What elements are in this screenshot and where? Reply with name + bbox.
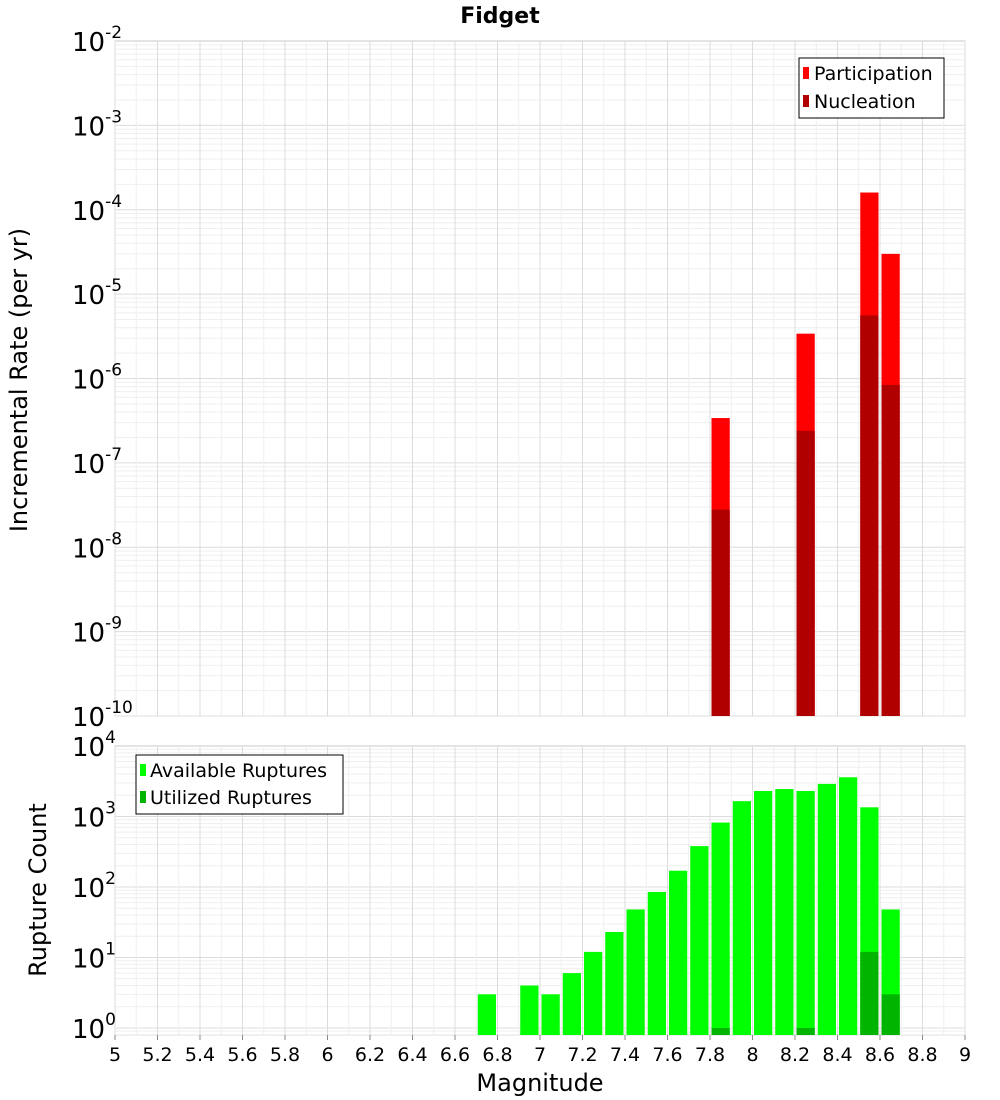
bottom-y-tick-label: 103 xyxy=(72,798,116,833)
top-y-tick-label: 10-10 xyxy=(72,698,133,733)
bottom-y-tick-label: 101 xyxy=(72,939,116,974)
top-gridlines xyxy=(114,41,966,717)
x-tick-label: 8.2 xyxy=(780,1044,810,1066)
top-y-tick-label: 10-8 xyxy=(72,529,122,564)
bottom-bars xyxy=(477,777,900,1035)
top-y-tick-label: 10-3 xyxy=(72,107,122,142)
x-tick-label: 7.4 xyxy=(610,1044,640,1066)
bottom-bar-utilized-ruptures xyxy=(881,994,900,1035)
top-panel: 10-10 10-9 10-8 10-7 10-6 10-5 10-4 10-3 10-2 In… xyxy=(5,23,966,733)
bottom-bar-utilized-ruptures xyxy=(860,951,879,1035)
bottom-y-tick-label: 104 xyxy=(72,728,116,763)
legend-swatch-utilized xyxy=(140,791,146,803)
bottom-bar-available-ruptures xyxy=(732,801,751,1035)
bottom-bar-available-ruptures xyxy=(711,822,730,1035)
chart-title: Fidget xyxy=(460,4,540,29)
x-tick-label: 7.6 xyxy=(652,1044,682,1066)
x-tick-label: 7.8 xyxy=(695,1044,725,1066)
bottom-bar-available-ruptures xyxy=(477,994,496,1035)
bottom-bar-available-ruptures xyxy=(796,790,815,1035)
bottom-bar-available-ruptures xyxy=(647,891,666,1035)
x-tick-label: 8 xyxy=(746,1044,758,1066)
top-y-tick-label: 10-2 xyxy=(72,23,122,58)
x-tick-label: 7 xyxy=(534,1044,546,1066)
x-tick-label: 9 xyxy=(959,1044,971,1066)
bottom-bar-available-ruptures xyxy=(626,909,645,1035)
bottom-y-tick-label: 102 xyxy=(72,869,116,904)
bottom-bar-available-ruptures xyxy=(754,790,773,1035)
legend-label-participation: Participation xyxy=(814,63,933,85)
top-y-axis-label: Incremental Rate (per yr) xyxy=(5,228,33,532)
x-tick-label: 6.4 xyxy=(397,1044,427,1066)
bottom-bar-utilized-ruptures xyxy=(796,1027,815,1035)
x-tick-label: 7.2 xyxy=(567,1044,597,1066)
x-tick-labels: 5 5.2 5.4 5.6 5.8 6 6.2 6.4 6.6 6.8 7 7.2 7.4 7.6 7.8 8… xyxy=(109,1035,971,1066)
x-tick-label: 5.4 xyxy=(185,1044,215,1066)
bottom-y-axis-label: Rupture Count xyxy=(24,803,52,977)
x-tick-label: 8.8 xyxy=(907,1044,937,1066)
bottom-bar-available-ruptures xyxy=(690,846,709,1035)
legend-label-available: Available Ruptures xyxy=(150,760,327,782)
x-tick-label: 6.2 xyxy=(355,1044,385,1066)
x-tick-label: 5 xyxy=(109,1044,121,1066)
bottom-legend: Available Ruptures Utilized Ruptures xyxy=(135,754,344,815)
bottom-bar-utilized-ruptures xyxy=(711,1027,730,1035)
top-bar-nucleation xyxy=(796,430,815,716)
legend-swatch-nucleation xyxy=(803,95,809,107)
top-bar-nucleation xyxy=(881,384,900,716)
top-legend-box xyxy=(798,57,945,119)
x-tick-label: 6 xyxy=(321,1044,333,1066)
x-tick-label: 8.6 xyxy=(865,1044,895,1066)
top-y-tick-labels: 10-10 10-9 10-8 10-7 10-6 10-5 10-4 10-3 10-2 xyxy=(72,23,133,733)
x-tick-label: 5.6 xyxy=(227,1044,257,1066)
bottom-legend-box xyxy=(135,754,344,815)
top-bar-nucleation xyxy=(711,509,730,716)
x-tick-label: 6.8 xyxy=(482,1044,512,1066)
top-y-tick-label: 10-9 xyxy=(72,614,122,649)
top-y-tick-label: 10-5 xyxy=(72,276,122,311)
legend-swatch-participation xyxy=(803,67,809,79)
top-y-tick-label: 10-4 xyxy=(72,192,122,227)
legend-label-utilized: Utilized Ruptures xyxy=(150,787,312,809)
bottom-bar-available-ruptures xyxy=(541,994,560,1035)
bottom-bar-available-ruptures xyxy=(775,789,794,1035)
x-axis-label: Magnitude xyxy=(476,1069,603,1097)
bottom-bar-available-ruptures xyxy=(605,931,624,1035)
top-y-tick-label: 10-6 xyxy=(72,361,122,396)
top-legend: Participation Nucleation xyxy=(798,57,945,119)
top-y-tick-label: 10-7 xyxy=(72,445,122,480)
legend-label-nucleation: Nucleation xyxy=(814,91,916,113)
bottom-bar-available-ruptures xyxy=(817,783,836,1035)
top-bars xyxy=(711,192,900,717)
legend-swatch-available xyxy=(140,764,146,776)
x-tick-label: 6.6 xyxy=(440,1044,470,1066)
bottom-panel: 100 101 102 103 104 5 5.2 5.4 5.6 5.8 6 6.2 6.4 6.6 6… xyxy=(24,728,971,1097)
x-tick-label: 5.2 xyxy=(142,1044,172,1066)
bottom-bar-available-ruptures xyxy=(520,985,539,1035)
x-tick-label: 8.4 xyxy=(822,1044,852,1066)
bottom-y-tick-label: 100 xyxy=(72,1010,116,1045)
top-bar-nucleation xyxy=(860,315,879,716)
bottom-bar-available-ruptures xyxy=(584,951,603,1035)
bottom-y-tick-labels: 100 101 102 103 104 xyxy=(72,728,116,1045)
bottom-bar-available-ruptures xyxy=(562,973,581,1035)
bottom-bar-available-ruptures xyxy=(839,777,858,1035)
x-tick-label: 5.8 xyxy=(270,1044,300,1066)
bottom-bar-available-ruptures xyxy=(669,870,688,1035)
